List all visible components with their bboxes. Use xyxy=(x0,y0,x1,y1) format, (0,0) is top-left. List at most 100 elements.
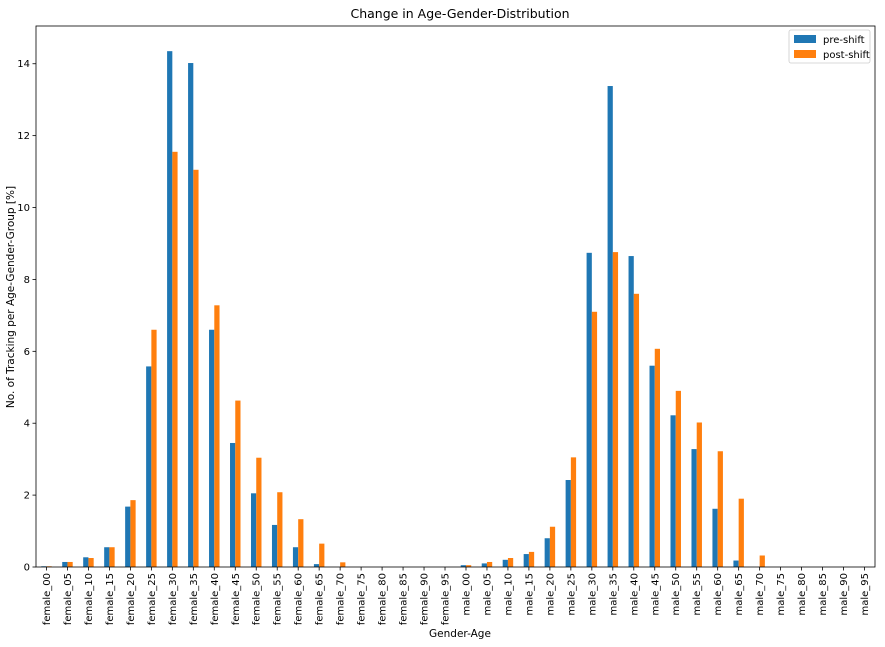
x-tick-label: male_05 xyxy=(482,573,493,616)
x-tick-label: female_75 xyxy=(357,573,368,625)
bar-post-shift-male_55 xyxy=(696,422,702,567)
x-tick-label: male_95 xyxy=(860,573,871,616)
bar-pre-shift-female_25 xyxy=(146,366,152,567)
bar-pre-shift-male_55 xyxy=(691,449,697,567)
x-tick-label: male_70 xyxy=(755,573,766,616)
bar-post-shift-male_25 xyxy=(570,457,577,567)
x-tick-label: female_20 xyxy=(126,573,137,625)
y-tick-label: 4 xyxy=(24,419,30,430)
bar-post-shift-male_65 xyxy=(738,498,744,567)
bar-pre-shift-female_05 xyxy=(62,561,68,567)
x-tick-label: female_25 xyxy=(147,573,158,625)
x-tick-label: female_35 xyxy=(189,573,200,625)
legend-swatch-pre-shift xyxy=(794,35,816,43)
x-tick-label: female_40 xyxy=(210,573,221,625)
axes-group: 0 2 4 6 8 10 12 14 female_00 female_05 female_10 fe… xyxy=(17,25,876,625)
x-tick-label: male_40 xyxy=(629,573,640,616)
x-tick-label: male_25 xyxy=(566,573,577,616)
bar-post-shift-male_20 xyxy=(549,526,556,567)
bar-post-shift-male_35 xyxy=(612,252,619,568)
y-tick-label: 6 xyxy=(24,347,30,358)
chart-title: Change in Age-Gender-Distribution xyxy=(350,6,569,21)
legend-label-pre-shift: pre-shift xyxy=(823,35,865,46)
bar-pre-shift-male_35 xyxy=(607,86,613,567)
legend-swatch-post-shift xyxy=(794,50,816,58)
x-tick-label: female_05 xyxy=(63,573,74,625)
bar-pre-shift-female_40 xyxy=(209,329,215,567)
legend-label-post-shift: post-shift xyxy=(823,50,870,61)
x-tick-label: male_30 xyxy=(587,573,598,616)
x-tick-label: female_70 xyxy=(336,573,347,625)
bar-pre-shift-female_20 xyxy=(125,506,131,567)
bar-pre-shift-male_45 xyxy=(649,365,655,567)
bar-pre-shift-female_15 xyxy=(104,547,110,567)
bar-post-shift-female_45 xyxy=(235,400,241,567)
bar-post-shift-female_15 xyxy=(109,547,115,567)
x-tick-label: male_80 xyxy=(797,573,808,616)
y-tick-label: 8 xyxy=(24,275,30,286)
bar-post-shift-female_35 xyxy=(193,169,199,568)
bar-post-shift-male_60 xyxy=(717,451,723,567)
x-tick-label: female_45 xyxy=(231,573,242,625)
x-tick-label: male_50 xyxy=(671,573,682,616)
bar-pre-shift-female_55 xyxy=(271,524,278,567)
x-tick-label: female_60 xyxy=(294,573,305,625)
x-tick-label: male_15 xyxy=(524,573,535,616)
bar-pre-shift-female_50 xyxy=(250,493,257,567)
bars-group xyxy=(41,51,765,568)
x-axis-label: Gender-Age xyxy=(429,628,491,640)
legend: pre-shift post-shift xyxy=(788,29,871,64)
bar-post-shift-male_10 xyxy=(507,558,514,567)
bar-post-shift-male_05 xyxy=(486,561,493,567)
bar-pre-shift-female_35 xyxy=(188,63,194,567)
x-tick-label: male_90 xyxy=(839,573,850,616)
y-tick-label: 14 xyxy=(17,59,30,70)
x-tick-label: male_10 xyxy=(503,573,514,616)
x-tick-label: male_35 xyxy=(608,573,619,616)
plot-frame xyxy=(35,25,876,568)
x-tick-label: female_55 xyxy=(273,573,284,625)
bar-post-shift-male_15 xyxy=(528,551,535,567)
x-tick-label: female_50 xyxy=(252,573,263,625)
x-tick-label: female_95 xyxy=(441,573,452,625)
x-tick-label: male_45 xyxy=(650,573,661,616)
x-tick-label: male_60 xyxy=(713,573,724,616)
bar-post-shift-male_50 xyxy=(675,390,681,567)
bar-pre-shift-male_15 xyxy=(523,554,529,567)
bar-pre-shift-female_30 xyxy=(167,51,173,568)
y-tick-label: 0 xyxy=(24,563,30,574)
y-axis-label: No. of Tracking per Age-Gender-Group [%] xyxy=(5,186,17,408)
x-tick-label: male_00 xyxy=(461,573,472,616)
bar-pre-shift-male_60 xyxy=(712,508,718,567)
bar-post-shift-female_70 xyxy=(340,562,346,567)
x-tick-label: female_80 xyxy=(378,573,389,625)
bar-post-shift-male_70 xyxy=(759,555,765,567)
x-tick-label: female_65 xyxy=(315,573,326,625)
bar-pre-shift-female_45 xyxy=(230,442,236,567)
bar-post-shift-male_30 xyxy=(591,311,598,567)
x-tick-label: female_90 xyxy=(420,573,431,625)
x-tick-label: male_85 xyxy=(818,573,829,616)
y-tick-label: 12 xyxy=(17,131,30,142)
x-tick-label: female_85 xyxy=(399,573,410,625)
bar-pre-shift-female_10 xyxy=(83,557,89,567)
bar-pre-shift-male_50 xyxy=(670,415,676,567)
x-tick-label: male_20 xyxy=(545,573,556,616)
x-tick-label: male_55 xyxy=(692,573,703,616)
bar-post-shift-female_55 xyxy=(277,492,283,567)
bar-pre-shift-male_40 xyxy=(628,256,634,567)
bar-post-shift-female_10 xyxy=(88,558,94,567)
bar-post-shift-female_30 xyxy=(172,151,178,567)
x-tick-label: male_65 xyxy=(734,573,745,616)
bar-post-shift-female_50 xyxy=(256,457,262,567)
bar-post-shift-male_40 xyxy=(633,293,640,567)
bar-pre-shift-male_25 xyxy=(565,480,571,567)
y-tick-label: 10 xyxy=(17,203,30,214)
bar-pre-shift-male_30 xyxy=(586,252,592,567)
x-tick-label: female_30 xyxy=(168,573,179,625)
y-tick-label: 2 xyxy=(24,491,30,502)
bar-post-shift-female_40 xyxy=(214,305,220,567)
bar-post-shift-female_60 xyxy=(298,519,304,567)
bar-pre-shift-male_10 xyxy=(502,559,508,567)
